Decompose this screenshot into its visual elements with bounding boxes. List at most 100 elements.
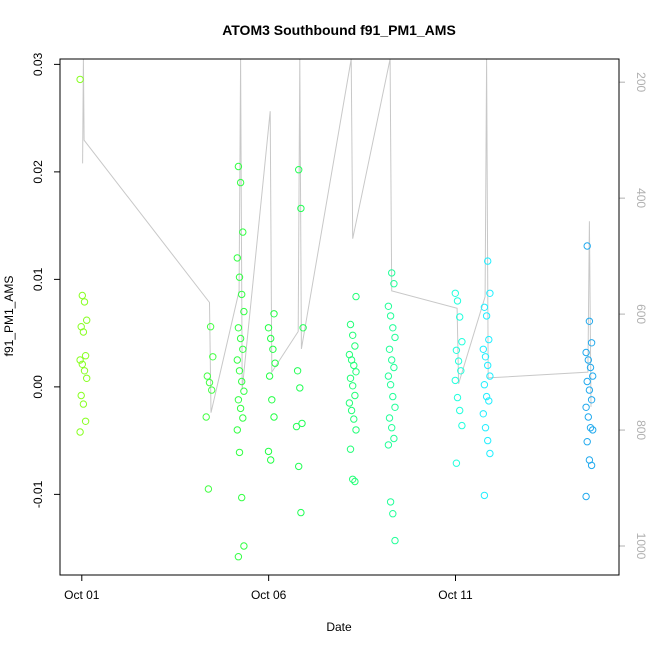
data-point — [582, 403, 590, 411]
data-point — [456, 313, 464, 321]
data-point — [481, 353, 490, 361]
data-point — [390, 280, 398, 288]
data-point — [234, 396, 243, 404]
data-point — [293, 367, 302, 375]
data-point — [80, 367, 89, 375]
data-point — [352, 426, 360, 434]
data-point — [587, 339, 596, 347]
data-point — [204, 485, 213, 493]
data-point — [386, 498, 395, 506]
data-point — [582, 348, 590, 357]
data-point — [296, 384, 304, 392]
data-point — [234, 324, 243, 332]
data-point — [240, 542, 248, 550]
data-point — [346, 320, 355, 329]
data-point — [239, 414, 247, 422]
data-point — [235, 448, 244, 457]
x-tick-label: Oct 11 — [438, 588, 473, 602]
x-tick-label: Oct 06 — [251, 588, 287, 602]
data-point — [481, 424, 490, 432]
plot-frame — [59, 58, 620, 576]
data-point — [351, 391, 359, 400]
data-point — [234, 162, 243, 171]
data-point — [295, 462, 303, 471]
data-point — [349, 475, 357, 483]
data-point — [585, 386, 594, 394]
data-point — [480, 303, 489, 311]
data-point — [235, 367, 244, 375]
x-axis-label: Date — [326, 620, 352, 634]
data-point — [349, 382, 357, 390]
data-point-layer — [76, 75, 597, 561]
data-point — [385, 414, 394, 422]
data-point — [484, 361, 492, 370]
data-point — [391, 333, 399, 342]
y2-tick-label: 400 — [634, 188, 648, 208]
data-point — [269, 345, 277, 353]
data-point — [587, 461, 596, 470]
data-point — [235, 273, 244, 281]
data-point — [77, 391, 85, 400]
data-point — [81, 417, 90, 425]
data-point — [585, 317, 594, 325]
data-point — [205, 378, 214, 387]
data-point — [79, 400, 88, 408]
data-point — [589, 372, 597, 380]
y2-tick-label: 1000 — [634, 533, 648, 560]
data-point — [584, 356, 592, 364]
data-point — [486, 372, 494, 380]
data-point — [346, 374, 355, 382]
data-point — [458, 338, 466, 346]
data-point — [264, 447, 273, 456]
data-point — [345, 399, 354, 407]
data-point — [484, 436, 492, 445]
data-point — [586, 424, 595, 432]
data-point — [479, 345, 487, 353]
data-point — [238, 290, 246, 299]
data-point — [240, 307, 248, 316]
data-point — [391, 403, 399, 411]
data-point — [297, 204, 305, 213]
data-point — [236, 404, 245, 413]
y-tick-label: 0.01 — [31, 267, 45, 291]
data-point — [457, 367, 465, 375]
data-point — [240, 387, 248, 395]
data-point — [451, 289, 459, 297]
data-point — [453, 297, 462, 305]
y2-tick-label: 600 — [634, 304, 648, 324]
data-point — [267, 456, 275, 464]
data-point — [233, 254, 242, 262]
data-point — [456, 406, 464, 415]
data-point — [268, 396, 276, 404]
data-point — [208, 386, 216, 394]
data-point — [480, 381, 489, 389]
y-tick-label: -0.01 — [31, 480, 45, 508]
data-point — [78, 291, 87, 300]
data-point — [347, 406, 356, 415]
y-axis-label: f91_PM1_AMS — [2, 276, 16, 357]
data-point — [453, 393, 462, 402]
data-point — [390, 434, 398, 443]
data-point — [209, 353, 217, 361]
data-point — [299, 324, 307, 332]
data-point — [298, 419, 306, 428]
data-point — [482, 392, 491, 401]
altitude-line — [82, 59, 592, 413]
chart-title: ATOM3 Southbound f91_PM1_AMS — [222, 22, 456, 38]
data-point — [587, 396, 596, 404]
data-point — [390, 363, 398, 372]
data-point — [236, 334, 245, 343]
data-point — [267, 334, 275, 343]
data-point — [270, 413, 278, 421]
data-point — [486, 449, 494, 458]
data-point — [351, 342, 359, 350]
data-point — [386, 381, 395, 389]
data-point — [351, 477, 359, 486]
altitude-line-layer — [82, 59, 592, 413]
data-point — [385, 345, 394, 353]
data-point — [76, 75, 84, 84]
data-point — [388, 269, 396, 277]
y-tick-label: 0.02 — [31, 160, 45, 184]
